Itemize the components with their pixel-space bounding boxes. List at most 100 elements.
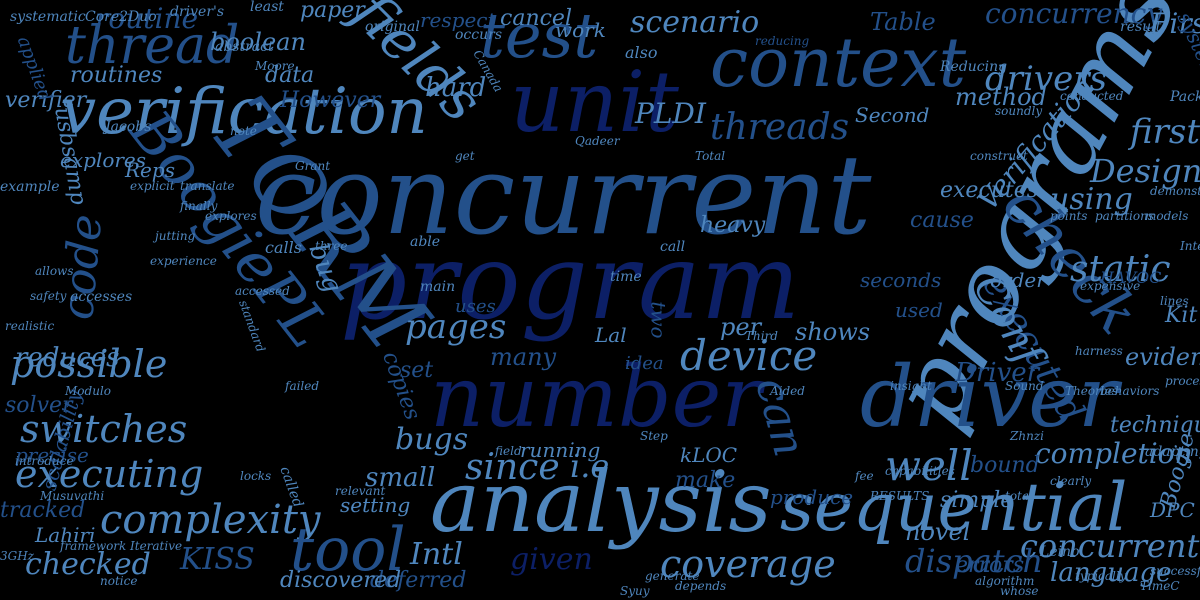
word-first: First: [1150, 7, 1200, 40]
word-since: since: [465, 447, 560, 488]
word-design: Design: [1090, 152, 1200, 190]
word-also: also: [625, 43, 658, 62]
word-call: call: [660, 239, 686, 255]
word-used: used: [895, 298, 943, 322]
word-uses: uses: [455, 296, 496, 317]
word-routine: routine: [95, 2, 199, 35]
word-abstract: abstract: [215, 39, 274, 55]
word-test: test: [480, 0, 599, 72]
word-explores: explores: [60, 148, 147, 172]
word-produce: produce: [770, 485, 854, 509]
word-process: process: [1165, 374, 1200, 388]
word-locks: locks: [240, 469, 272, 483]
word-3ghz: 3GHz: [0, 549, 35, 563]
word-technique: technique: [1110, 413, 1200, 438]
word-program: program: [340, 221, 801, 343]
word-coverage: coverage: [660, 542, 836, 586]
word-explores: explores: [205, 209, 257, 223]
word-introduce: introduce: [15, 454, 74, 468]
word-aided: Aided: [770, 384, 805, 398]
word-second: Second: [855, 103, 930, 127]
word-executing: executing: [15, 452, 204, 496]
word-generate: generate: [645, 569, 700, 583]
word-verifier: verifier: [5, 88, 87, 113]
word-explicit: explicit: [130, 179, 175, 193]
word-step: Step: [640, 429, 668, 443]
word-partitions: partitions: [1095, 209, 1155, 223]
word-capabilities: capabilities: [885, 464, 955, 478]
word-novel: novel: [905, 518, 971, 546]
word-per: per: [720, 313, 762, 341]
word-boolean: boolean: [210, 28, 306, 56]
word-timec: TimeC: [1140, 579, 1180, 593]
word-routines: routines: [70, 63, 163, 88]
word-deferred: deferred: [370, 568, 467, 593]
word-analysis: analysis: [430, 453, 772, 551]
word-reduces: reduces: [15, 343, 120, 373]
word-systematic: systematic: [10, 9, 86, 25]
word-simple: simple: [940, 488, 1014, 513]
word-work: work: [555, 18, 606, 42]
word-depends: depends: [675, 579, 727, 593]
word-time: time: [610, 269, 642, 285]
word-number: number: [430, 348, 762, 446]
word-lahiri: Lahiri: [35, 523, 96, 547]
word-make: make: [675, 468, 736, 493]
word-running: running: [520, 438, 601, 462]
word-precise: precise: [15, 443, 89, 467]
word-verification: verification: [60, 75, 428, 149]
word-jacobs: Jacobs: [105, 119, 152, 135]
word-lal: Lal: [595, 323, 627, 347]
word-qadeer: Qadeer: [575, 134, 620, 148]
word-heavy: heavy: [700, 213, 766, 238]
word-using: using: [1050, 182, 1133, 217]
word-kit: Kit: [1165, 303, 1198, 328]
word-driver-s: driver's: [170, 4, 225, 20]
word-i-e: i.e: [570, 447, 610, 485]
word-models: models: [1145, 209, 1189, 223]
word-accessed: accessed: [235, 284, 290, 298]
word-cancel: cancel: [500, 6, 572, 31]
word-thread: thread: [65, 16, 240, 76]
word-insight: insight: [890, 379, 932, 393]
word-reps: Reps: [125, 158, 175, 182]
word-intl: Intl: [410, 537, 463, 572]
word-idea: idea: [625, 353, 664, 374]
word-soundly: soundly: [995, 104, 1043, 118]
word-get: get: [455, 149, 475, 163]
word-dpc: DPC: [1150, 498, 1195, 522]
word-allows: allows: [35, 264, 74, 278]
word-third: Third: [745, 329, 778, 343]
word-tool: tool: [290, 515, 406, 585]
word-drivers: drivers: [985, 59, 1107, 99]
word-context: context: [710, 24, 967, 103]
word-evidence: evidence: [1125, 343, 1200, 371]
word-many: many: [490, 343, 557, 371]
word-result: result: [1120, 19, 1162, 35]
word-experience: experience: [150, 254, 217, 268]
word-driver: Driver: [955, 358, 1040, 388]
word-lines: lines: [1160, 294, 1189, 308]
word-occurs: occurs: [455, 27, 503, 43]
word-first: first: [1130, 112, 1200, 152]
word-driver: driver: [860, 348, 1119, 446]
word-syuy: Syuy: [620, 584, 650, 598]
word-unit: unit: [510, 53, 679, 151]
word-behaviors: behaviors: [1100, 384, 1160, 398]
word-modulo: Modulo: [65, 384, 111, 398]
word-executes: executes: [940, 178, 1039, 203]
word-order: order: [990, 268, 1046, 292]
word-accesses: accesses: [70, 289, 133, 305]
word-scenario: scenario: [630, 5, 760, 40]
word-concurrency: concurrency: [985, 0, 1163, 30]
word-field: field: [495, 444, 522, 458]
word-kloc: kLOC: [680, 443, 738, 467]
word-demonstrates: demonstrates: [1150, 184, 1200, 198]
word-seconds: seconds: [860, 268, 942, 292]
word-total: total: [1005, 489, 1033, 503]
word-three: three: [315, 239, 348, 253]
word-discovered: discovered: [280, 568, 402, 593]
word-two: two: [646, 301, 671, 339]
word-intel: Intel: [1180, 239, 1200, 253]
